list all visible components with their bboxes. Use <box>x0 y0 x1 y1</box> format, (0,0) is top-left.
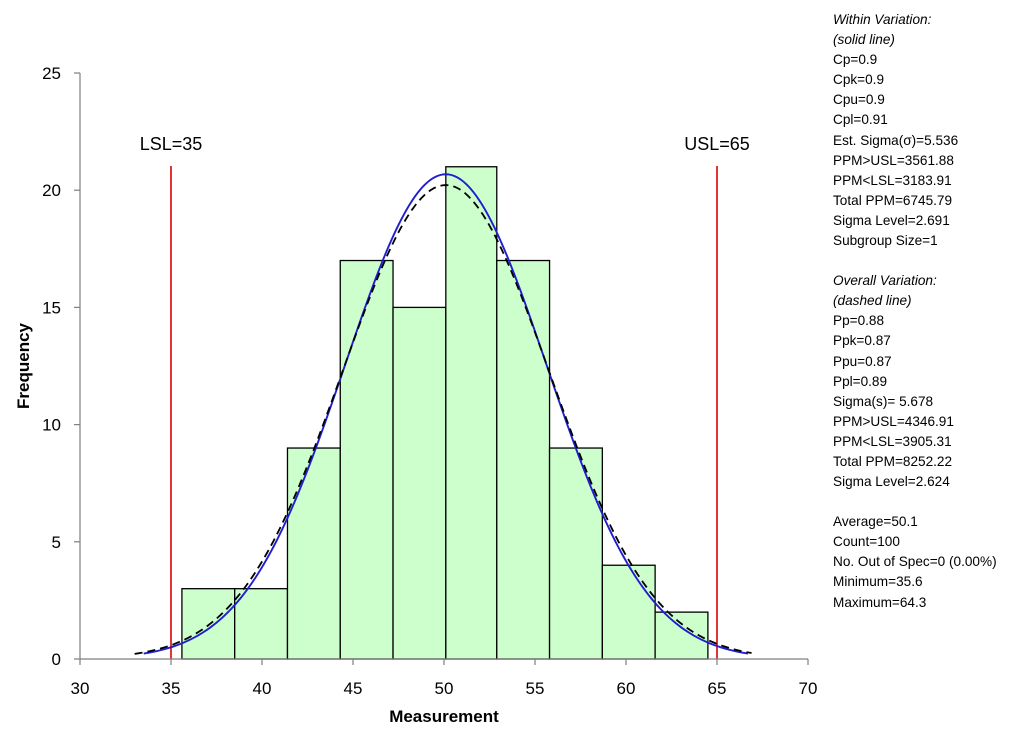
x-axis-title: Measurement <box>389 707 499 726</box>
histogram-bar-1 <box>181 588 236 660</box>
histogram-bar-7 <box>496 259 551 660</box>
x-tick-label: 35 <box>162 679 181 698</box>
stats-spacer <box>833 492 1023 512</box>
x-tick-label: 70 <box>799 679 818 698</box>
stat-overall-ppm-usl: PPM>USL=4346.91 <box>833 413 954 429</box>
stat-average: Average=50.1 <box>833 514 918 530</box>
stat-cpl: Cpl=0.91 <box>833 112 888 128</box>
stat-subgroup-size: Subgroup Size=1 <box>833 233 938 249</box>
histogram-bar-2 <box>234 588 289 660</box>
stat-ppk: Ppk=0.87 <box>833 333 891 349</box>
overall-variation-header: Overall Variation: <box>833 273 937 289</box>
x-tick-label: 50 <box>435 679 454 698</box>
stat-out-of-spec: No. Out of Spec=0 (0.00%) <box>833 554 997 570</box>
stat-overall-sigma-level: Sigma Level=2.624 <box>833 474 950 490</box>
distribution-curves <box>134 173 752 655</box>
x-tick-label: 30 <box>71 679 90 698</box>
stat-cp: Cp=0.9 <box>833 52 878 68</box>
y-axis-title: Frequency <box>14 322 33 409</box>
y-tick-label: 25 <box>42 64 61 83</box>
axes: 30 35 40 45 50 55 60 65 70 0 5 10 15 20 25 <box>42 64 817 698</box>
x-tick-label: 45 <box>344 679 363 698</box>
histogram-bar-9 <box>601 564 656 660</box>
within-variation-curve <box>143 173 749 655</box>
stat-overall-ppm-lsl: PPM<LSL=3905.31 <box>833 433 952 449</box>
stats-spacer <box>833 251 1023 271</box>
y-tick-label: 10 <box>42 416 61 435</box>
stat-minimum: Minimum=35.6 <box>833 574 923 590</box>
y-tick-label: 15 <box>42 298 61 317</box>
stat-overall-total-ppm: Total PPM=8252.22 <box>833 453 953 469</box>
stat-cpu: Cpu=0.9 <box>833 92 885 108</box>
histogram-bar-6 <box>445 166 498 660</box>
within-variation-subheader: (solid line) <box>833 32 895 48</box>
stat-sigma-s: Sigma(s)= 5.678 <box>833 393 934 409</box>
capability-stats-panel: Within Variation: (solid line) Cp=0.9 Cp… <box>833 10 1023 613</box>
histogram-bar-4 <box>339 259 394 660</box>
within-variation-header: Within Variation: <box>833 12 932 27</box>
histogram-bar-3 <box>286 447 341 660</box>
stat-est-sigma: Est. Sigma(σ)=5.536 <box>833 132 959 148</box>
x-tick-label: 40 <box>253 679 272 698</box>
overall-variation-subheader: (dashed line) <box>833 293 912 309</box>
stat-count: Count=100 <box>833 534 900 550</box>
stat-pp: Pp=0.88 <box>833 313 885 329</box>
stat-within-sigma-level: Sigma Level=2.691 <box>833 212 950 228</box>
stat-cpk: Cpk=0.9 <box>833 72 885 88</box>
stat-maximum: Maximum=64.3 <box>833 594 927 610</box>
stat-within-ppm-lsl: PPM<LSL=3183.91 <box>833 172 952 188</box>
stat-within-ppm-usl: PPM>USL=3561.88 <box>833 152 954 168</box>
x-tick-label: 60 <box>617 679 636 698</box>
usl-label: USL=65 <box>684 134 750 154</box>
y-tick-label: 0 <box>52 650 61 669</box>
overall-variation-curve <box>134 184 752 655</box>
stat-within-total-ppm: Total PPM=6745.79 <box>833 192 953 208</box>
stat-ppl: Ppl=0.89 <box>833 373 888 389</box>
x-tick-label: 65 <box>708 679 727 698</box>
stat-ppu: Ppu=0.87 <box>833 353 892 369</box>
spec-limit-lines: LSL=35 USL=65 <box>140 134 750 659</box>
histogram-chart: LSL=35 USL=65 30 35 40 45 50 55 60 65 70 0 5 10 15 20 2… <box>14 64 817 726</box>
lsl-label: LSL=35 <box>140 134 203 154</box>
x-tick-label: 55 <box>526 679 545 698</box>
histogram-bar-8 <box>548 447 603 660</box>
y-tick-label: 20 <box>42 181 61 200</box>
histogram-bars <box>181 166 709 660</box>
histogram-bar-5 <box>392 306 447 660</box>
y-tick-label: 5 <box>52 533 61 552</box>
